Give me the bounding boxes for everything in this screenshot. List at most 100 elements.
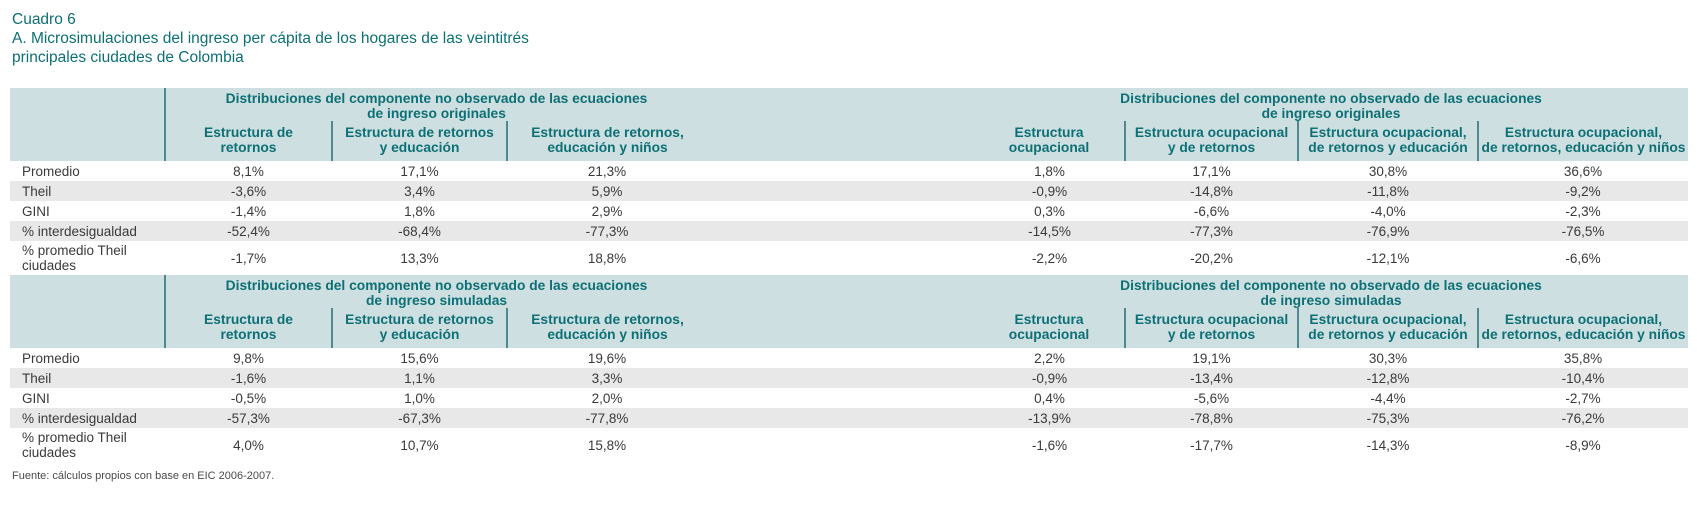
value-cell: -75,3% bbox=[1298, 408, 1479, 428]
spacer-cell bbox=[707, 121, 975, 161]
header-line: Estructura ocupacional, bbox=[1309, 311, 1467, 327]
header-line: Estructura ocupacional, bbox=[1309, 124, 1467, 140]
table-row: GINI -1,4% 1,8% 2,9% 0,3% -6,6% -4,0% -2,3% bbox=[10, 201, 1688, 221]
column-header: Estructura ocupacional, de retornos, educ… bbox=[1477, 308, 1689, 348]
value-cell: 2,0% bbox=[591, 390, 623, 406]
spacer-cell bbox=[707, 181, 975, 201]
value-cell: -0,9% bbox=[974, 368, 1126, 388]
header-line: ocupacional bbox=[1008, 139, 1090, 155]
header-line: de ingreso originales bbox=[367, 106, 506, 121]
value-cell: -9,2% bbox=[1478, 181, 1689, 201]
value-cell: 1,0% bbox=[404, 390, 435, 406]
header-line: Distribuciones del componente no observa… bbox=[225, 91, 648, 106]
value-cell: -67,3% bbox=[332, 408, 507, 428]
group-header-left: Distribuciones del componente no observa… bbox=[163, 88, 708, 121]
value-cell: 3,3% bbox=[507, 368, 708, 388]
header-line: educación y niños bbox=[547, 139, 668, 155]
header-line: retornos bbox=[220, 326, 277, 342]
value-cell: -13,4% bbox=[1125, 368, 1299, 388]
value-cell: -2,7% bbox=[1565, 390, 1601, 406]
header-line: Distribuciones del componente no observa… bbox=[225, 278, 648, 293]
value-cell: -1,6% bbox=[165, 368, 332, 388]
value-cell: -2,2% bbox=[1031, 250, 1068, 266]
value-cell: -68,4% bbox=[332, 221, 507, 241]
value-cell: -0,5% bbox=[230, 390, 267, 406]
table-title-line1: A. Microsimulaciones del ingreso per cáp… bbox=[12, 30, 529, 47]
header-line: Estructura ocupacional bbox=[1134, 124, 1289, 140]
value-cell: -77,8% bbox=[507, 408, 708, 428]
value-cell: -77,3% bbox=[1125, 221, 1299, 241]
table-row: % promedio Theil ciudades -1,7% 13,3% 18,8%… bbox=[10, 241, 1688, 275]
spacer-cell bbox=[707, 408, 975, 428]
microsimulations-table: Distribuciones del componente no observa… bbox=[10, 88, 1689, 462]
value-cell: -78,8% bbox=[1125, 408, 1299, 428]
table-number: Cuadro 6 bbox=[12, 11, 76, 28]
table-row: Theil -3,6% 3,4% 5,9% -0,9% -14,8% -11,8% -9,2% bbox=[10, 181, 1689, 201]
header-line: de retornos, educación y niños bbox=[1481, 326, 1686, 342]
value-cell: -13,9% bbox=[974, 408, 1126, 428]
value-cell: 17,1% bbox=[400, 163, 439, 179]
value-cell: -1,7% bbox=[230, 250, 267, 266]
header-line: educación y niños bbox=[547, 326, 668, 342]
value-cell: -12,8% bbox=[1298, 368, 1479, 388]
value-cell: -1,6% bbox=[1031, 437, 1068, 453]
value-cell: 17,1% bbox=[1192, 163, 1231, 179]
header-line: Estructura bbox=[1014, 124, 1084, 140]
header-line: Distribuciones del componente no observa… bbox=[1120, 278, 1542, 293]
value-cell: 3,4% bbox=[332, 181, 507, 201]
header-line: y educación bbox=[379, 139, 460, 155]
value-cell: -8,9% bbox=[1565, 437, 1601, 453]
value-cell: -76,9% bbox=[1298, 221, 1479, 241]
table-row: Promedio 8,1% 17,1% 21,3% 1,8% 17,1% 30,8% 36,6… bbox=[10, 161, 1688, 181]
column-header: Estructura ocupacional y de retornos bbox=[1124, 308, 1299, 348]
header-line: Estructura ocupacional bbox=[1134, 311, 1289, 327]
corner-cell bbox=[10, 88, 165, 121]
source-note: Fuente: cálculos propios con base en EIC… bbox=[12, 470, 275, 482]
group-header-right: Distribuciones del componente no observa… bbox=[974, 88, 1689, 121]
header-line: Estructura de bbox=[204, 311, 293, 327]
row-label: % interdesigualdad bbox=[10, 221, 165, 241]
header-line: y de retornos bbox=[1167, 326, 1256, 342]
column-header: Estructura de retornos, educación y niños bbox=[505, 121, 708, 161]
value-cell: 2,9% bbox=[591, 203, 623, 219]
group-header-left: Distribuciones del componente no observa… bbox=[163, 275, 708, 308]
value-cell: 9,8% bbox=[233, 350, 264, 366]
corner-cell bbox=[10, 275, 165, 308]
value-cell: -4,0% bbox=[1370, 203, 1406, 219]
column-header-row-table1: Estructura de retornos Estructura de retor… bbox=[10, 121, 1689, 161]
value-cell: 21,3% bbox=[587, 163, 627, 179]
value-cell: 19,1% bbox=[1192, 350, 1231, 366]
group-header-row-table2: Distribuciones del componente no observa… bbox=[10, 275, 1689, 308]
table-row: % interdesigualdad -52,4% -68,4% -77,3% -14,… bbox=[10, 221, 1689, 241]
value-cell: -76,2% bbox=[1478, 408, 1689, 428]
column-header: Estructura ocupacional, de retornos, educ… bbox=[1477, 121, 1689, 161]
header-line: Estructura de retornos, bbox=[531, 124, 684, 140]
value-cell: -77,3% bbox=[507, 221, 708, 241]
row-label: Theil bbox=[10, 181, 165, 201]
header-line: de retornos, educación y niños bbox=[1481, 139, 1686, 155]
row-label: Promedio bbox=[22, 350, 80, 366]
header-line: Estructura de retornos bbox=[345, 124, 494, 140]
value-cell: -1,4% bbox=[230, 203, 267, 219]
header-line: Estructura de retornos bbox=[345, 311, 494, 327]
header-line: de retornos y educación bbox=[1308, 139, 1468, 155]
table-row: Theil -1,6% 1,1% 3,3% -0,9% -13,4% -12,8% -10,4… bbox=[10, 368, 1689, 388]
column-header: Estructura de retornos bbox=[164, 121, 332, 161]
row-label: % promedio Theil ciudades bbox=[22, 243, 127, 273]
value-cell: 1,8% bbox=[404, 203, 435, 219]
header-line: Estructura de bbox=[204, 124, 293, 140]
value-cell: 13,3% bbox=[400, 250, 439, 266]
group-header-row-table1: Distribuciones del componente no observa… bbox=[10, 88, 1689, 121]
table-row: % promedio Theil ciudades 4,0% 10,7% 15,8% -… bbox=[10, 428, 1688, 462]
header-line: Estructura ocupacional, bbox=[1504, 311, 1663, 327]
row-label: % interdesigualdad bbox=[10, 408, 165, 428]
spacer-cell bbox=[707, 275, 975, 308]
row-label: Theil bbox=[10, 368, 165, 388]
value-cell: -57,3% bbox=[165, 408, 332, 428]
value-cell: -6,6% bbox=[1193, 203, 1230, 219]
value-cell: -0,9% bbox=[974, 181, 1126, 201]
row-label: GINI bbox=[22, 390, 50, 406]
column-header: Estructura ocupacional bbox=[974, 121, 1126, 161]
value-cell: -14,5% bbox=[974, 221, 1126, 241]
